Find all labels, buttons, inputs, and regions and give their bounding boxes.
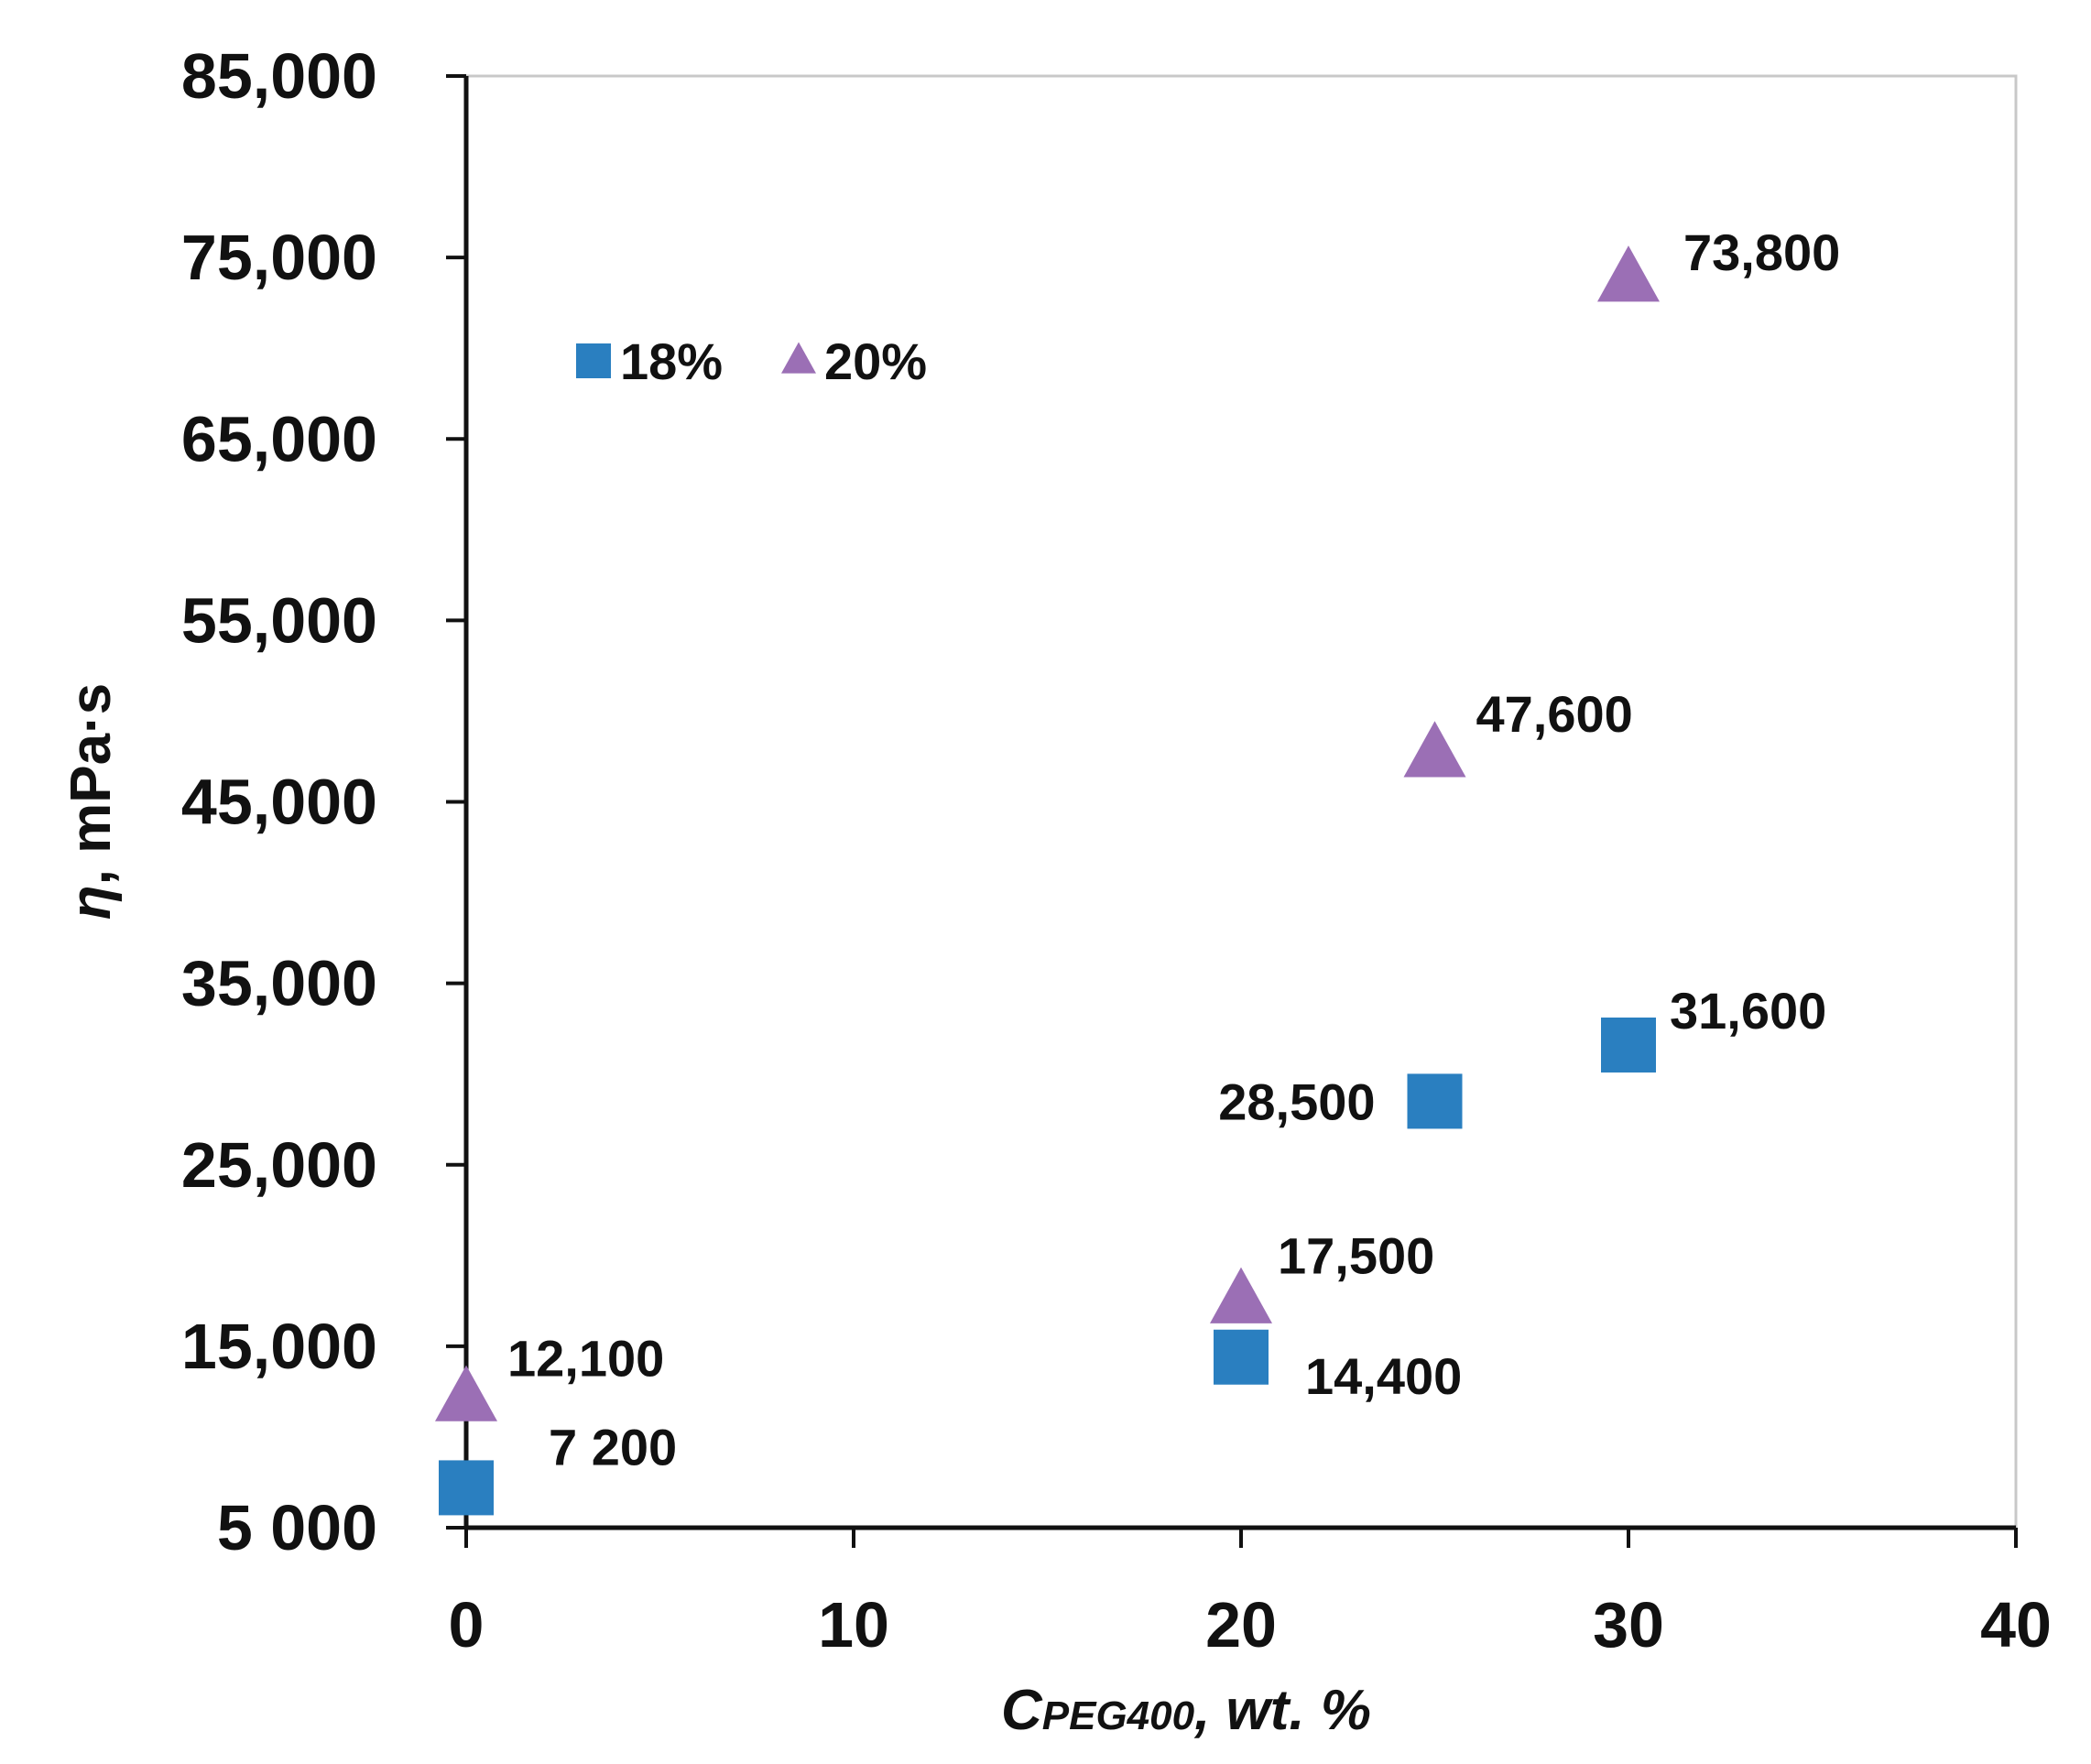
x-tick-label: 0 <box>449 1589 485 1661</box>
data-label: 31,600 <box>1670 982 1826 1040</box>
x-tick-label: 40 <box>1980 1589 2052 1661</box>
x-axis-title: CPEG400, wt. % <box>1001 1679 1371 1742</box>
y-axis-title-unit: , mPa·s <box>60 683 123 886</box>
x-tick-label: 10 <box>818 1589 889 1661</box>
y-tick-label: 35,000 <box>181 948 377 1019</box>
data-label: 17,500 <box>1278 1226 1434 1284</box>
data-label: 14,400 <box>1305 1347 1462 1405</box>
x-tick-label: 30 <box>1593 1589 1664 1661</box>
data-label: 73,800 <box>1683 223 1840 281</box>
square-data-point <box>1407 1073 1463 1129</box>
legend-label: 18% <box>620 332 723 390</box>
data-label: 7 200 <box>549 1418 677 1475</box>
data-label: 47,600 <box>1476 685 1633 743</box>
square-data-point <box>1601 1017 1656 1073</box>
y-tick-label: 45,000 <box>181 767 377 838</box>
triangle-data-point <box>1597 245 1660 302</box>
y-tick-label: 65,000 <box>181 403 377 474</box>
y-tick-label: 15,000 <box>181 1311 377 1382</box>
y-tick-label: 5 000 <box>217 1492 377 1563</box>
legend-square-marker <box>576 343 611 378</box>
data-label: 28,500 <box>1218 1073 1375 1130</box>
y-tick-label: 75,000 <box>181 222 377 293</box>
y-tick-label: 55,000 <box>181 584 377 656</box>
x-axis-title-main: C <box>1001 1679 1043 1742</box>
triangle-data-point <box>1403 721 1466 778</box>
y-tick-label: 25,000 <box>181 1129 377 1201</box>
square-data-point <box>439 1460 494 1516</box>
x-axis-title-unit: , wt. % <box>1193 1679 1371 1742</box>
x-tick-label: 20 <box>1205 1589 1277 1661</box>
square-data-point <box>1214 1329 1269 1385</box>
x-axis-title-subscript: PEG400 <box>1042 1693 1195 1738</box>
triangle-data-point <box>435 1365 497 1421</box>
triangle-data-point <box>1210 1267 1272 1323</box>
legend-triangle-marker <box>781 342 816 374</box>
data-label: 12,100 <box>507 1329 664 1387</box>
legend-label: 20% <box>824 332 927 390</box>
y-axis-title-symbol: η <box>60 885 123 920</box>
y-axis-title: η, mPa·s <box>60 683 123 920</box>
y-tick-label: 85,000 <box>181 40 377 112</box>
